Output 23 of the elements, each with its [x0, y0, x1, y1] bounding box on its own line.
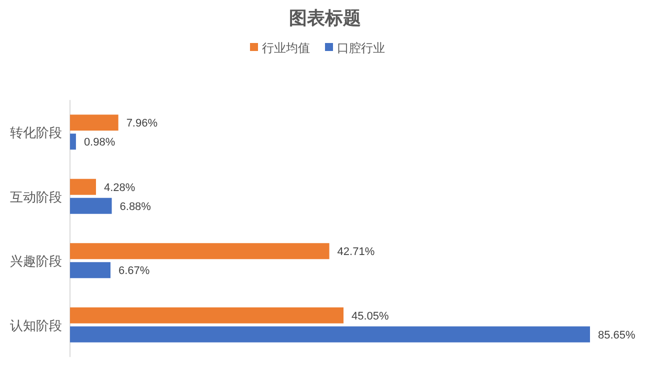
legend-label: 口腔行业: [337, 41, 385, 55]
bar: [70, 307, 344, 324]
data-label: 85.65%: [598, 329, 636, 342]
y-tick-label: 互动阶段: [10, 189, 62, 204]
data-label: 45.05%: [352, 310, 390, 322]
bar: [70, 178, 96, 195]
y-tick-label: 兴趣阶段: [10, 254, 62, 269]
bar: [70, 198, 112, 214]
chart-title: 图表标题: [289, 8, 361, 28]
data-label: 42.71%: [337, 246, 375, 258]
legend-label: 行业均值: [262, 41, 310, 55]
data-label: 6.88%: [120, 200, 152, 213]
bar: [70, 326, 590, 342]
bar: [70, 134, 76, 150]
y-tick-label: 认知阶段: [10, 318, 62, 333]
bar: [70, 262, 110, 278]
data-label: 7.96%: [126, 118, 158, 130]
bar: [70, 114, 118, 131]
data-label: 4.28%: [104, 182, 136, 194]
y-tick-label: 转化阶段: [10, 125, 62, 140]
data-label: 0.98%: [84, 136, 116, 149]
bar: [70, 243, 330, 260]
data-label: 6.67%: [118, 265, 150, 278]
